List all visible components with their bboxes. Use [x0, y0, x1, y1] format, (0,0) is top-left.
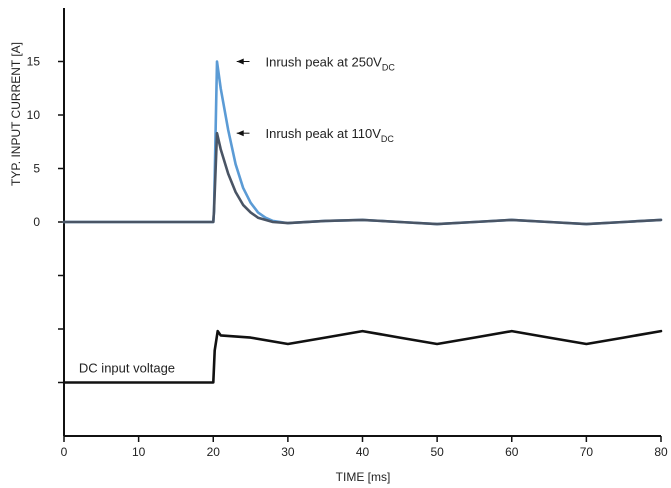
annotation-label-inrush_110: Inrush peak at 110VDC: [265, 126, 394, 144]
series-label-voltage: DC input voltage: [79, 361, 175, 376]
annotation-main-text: Inrush peak at 110V: [265, 126, 381, 141]
y-tick-label: 15: [27, 55, 41, 69]
x-tick-label: 70: [580, 445, 594, 459]
annotation-main-text: Inrush peak at 250V: [265, 55, 382, 70]
x-tick-label: 20: [207, 445, 221, 459]
y-tick-label: 0: [33, 215, 40, 229]
series-line-voltage: [62, 329, 663, 384]
annotation-label-inrush_250: Inrush peak at 250VDC: [265, 55, 395, 73]
series-line-inrush-250: [62, 60, 663, 226]
x-axis-title: TIME [ms]: [336, 470, 391, 484]
annotation-arrowhead: [236, 130, 244, 137]
x-tick-label: 10: [132, 445, 146, 459]
y-axis-title: TYP. INPUT CURRENT [A]: [9, 42, 23, 186]
axes: 0 10 20 30 40 50 60 70 80 0 5 10 15: [27, 8, 668, 459]
x-tick-label: 30: [281, 445, 295, 459]
annotation-subscript: DC: [382, 63, 395, 73]
x-tick-label: 50: [430, 445, 444, 459]
series-layer: DC input voltage: [62, 60, 663, 384]
y-tick-label: 5: [33, 162, 40, 176]
x-tick-label: 60: [505, 445, 519, 459]
y-tick-label: 10: [27, 108, 41, 122]
x-tick-label: 40: [356, 445, 370, 459]
annotation-arrowhead: [236, 58, 244, 65]
series-line-inrush-110: [62, 131, 663, 226]
annotation-subscript: DC: [381, 134, 394, 144]
x-tick-label: 0: [61, 445, 68, 459]
x-tick-label: 80: [654, 445, 668, 459]
